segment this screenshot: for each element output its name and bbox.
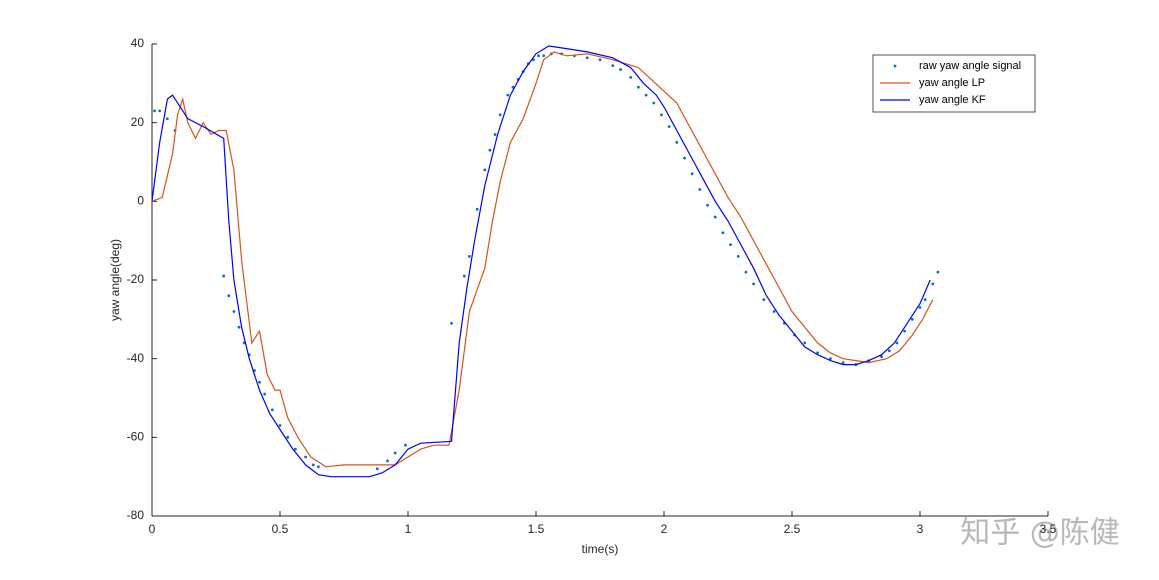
legend-label: raw yaw angle signal [919, 60, 1021, 72]
data-point [237, 325, 241, 329]
x-axis-label: time(s) [582, 542, 619, 556]
y-tick-label: -80 [127, 508, 145, 522]
data-point [931, 282, 935, 286]
data-point [629, 76, 633, 79]
y-tick-label: 20 [131, 115, 145, 129]
data-point [729, 243, 732, 247]
data-point [488, 148, 492, 152]
y-tick-label: -60 [127, 430, 145, 444]
legend-label: yaw angle KF [919, 94, 986, 106]
data-point [644, 93, 648, 97]
watermark: 知乎 @陈健 [960, 516, 1120, 551]
series-line [151, 45, 931, 478]
y-axis-label: yaw angle(deg) [108, 239, 122, 321]
x-tick-label: 1 [405, 522, 412, 536]
data-point [744, 270, 748, 274]
series-line [151, 51, 934, 468]
data-point [278, 424, 282, 427]
x-tick-label: 1.5 [528, 522, 545, 536]
data-point [598, 58, 602, 62]
data-point [498, 113, 502, 117]
data-point [493, 133, 497, 136]
data-point [585, 56, 589, 60]
data-point [841, 361, 845, 364]
data-point [903, 329, 907, 333]
data-point [683, 156, 686, 160]
data-point [450, 321, 453, 325]
y-tick-label: 0 [137, 194, 144, 208]
data-point [895, 341, 899, 345]
data-point [542, 54, 546, 58]
data-point [263, 392, 267, 396]
legend-marker [893, 64, 897, 68]
data-point [880, 355, 883, 359]
x-tick-label: 0 [149, 522, 156, 536]
data-point [404, 443, 407, 447]
data-point [675, 140, 679, 144]
data-point [165, 117, 169, 121]
data-point [713, 215, 717, 219]
data-point [227, 294, 231, 298]
data-point [918, 306, 922, 309]
data-point [619, 68, 622, 71]
data-point [393, 451, 397, 455]
data-point [462, 274, 466, 278]
data-point [936, 270, 940, 274]
data-point [483, 168, 487, 172]
data-point [153, 109, 156, 113]
data-point [311, 463, 315, 467]
x-tick-label: 3 [917, 522, 924, 536]
data-point [468, 255, 471, 258]
data-point [317, 465, 320, 469]
data-point [762, 298, 766, 302]
data-point [637, 85, 640, 89]
data-point [721, 231, 725, 235]
data-point [506, 93, 510, 97]
data-point [537, 54, 540, 58]
data-point [706, 203, 709, 207]
x-tick-label: 2.5 [784, 522, 801, 536]
y-tick-label: 40 [131, 36, 145, 50]
data-point [772, 310, 776, 313]
data-point [158, 109, 162, 113]
data-point [232, 310, 236, 313]
x-tick-label: 0.5 [272, 522, 289, 536]
data-point [816, 351, 819, 355]
data-point [698, 188, 702, 191]
data-point [386, 459, 389, 463]
x-tick-label: 3.5 [1040, 522, 1057, 536]
data-point [286, 435, 290, 439]
data-point [803, 341, 807, 345]
data-point [690, 172, 694, 176]
legend: raw yaw angle signal yaw angle LP yaw angl… [872, 54, 1036, 113]
data-point [222, 274, 226, 278]
x-tick-label: 2 [661, 522, 668, 536]
data-point [887, 349, 891, 353]
data-point [829, 357, 832, 361]
data-point [258, 380, 261, 384]
data-point [611, 64, 615, 68]
data-point [752, 282, 755, 286]
data-point [270, 408, 274, 412]
data-point [667, 125, 671, 128]
data-point [652, 101, 656, 105]
y-tick-label: -20 [127, 272, 145, 286]
data-point [660, 113, 663, 117]
y-tick-label: -40 [127, 351, 145, 365]
data-point [475, 207, 479, 211]
data-point [910, 317, 914, 321]
data-point [293, 447, 297, 451]
legend-label: yaw angle LP [919, 77, 985, 89]
data-point [923, 298, 927, 302]
data-point [304, 455, 307, 459]
data-point [375, 467, 379, 471]
data-point [736, 255, 740, 258]
